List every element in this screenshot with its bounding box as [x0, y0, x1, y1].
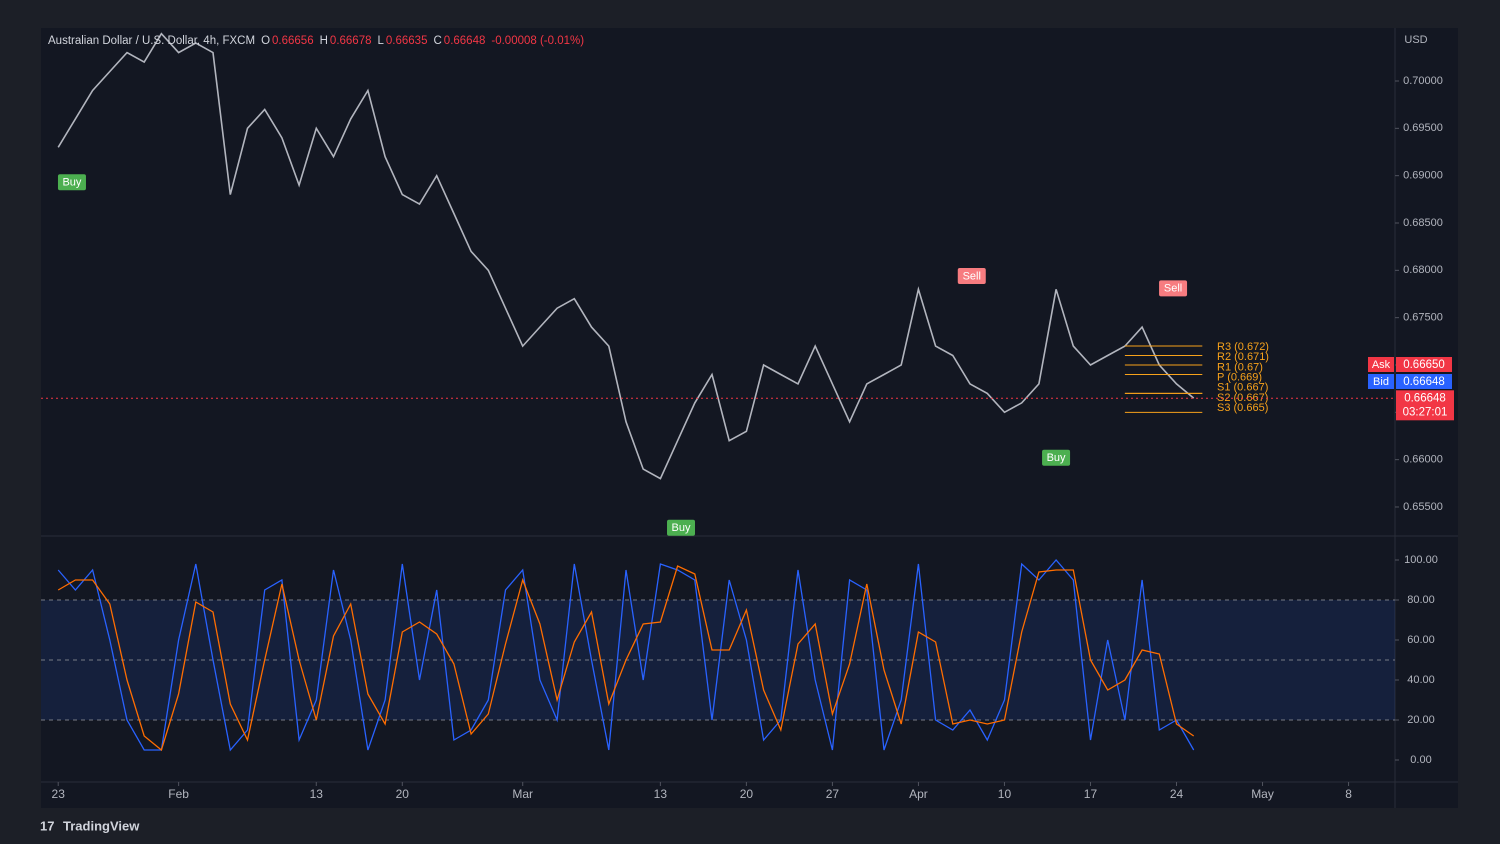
y-tick-label: 100.00: [1404, 554, 1438, 566]
x-tick-label: 23: [52, 787, 66, 801]
y-tick-label: 0.70000: [1403, 75, 1443, 87]
x-tick-label: 20: [396, 787, 410, 801]
quote-price-box: [1396, 374, 1452, 389]
signal-label: Sell: [963, 270, 981, 282]
quote-tag: [1368, 374, 1394, 389]
quote-name: Ask: [1372, 359, 1391, 371]
symbol-title: Australian Dollar / U.S. Dollar, 4h, FXC…: [48, 35, 255, 47]
y-tick-label: 0.66000: [1403, 454, 1443, 466]
y-tick-label: 0.69500: [1403, 122, 1443, 134]
y-tick-label: 0.68500: [1403, 217, 1443, 229]
y-tick-label: 0.69000: [1403, 170, 1443, 182]
ohlc-value: 0.66678: [330, 35, 372, 47]
pivot-label: R2 (0.671): [1217, 351, 1269, 363]
quote-name: Bid: [1373, 376, 1389, 388]
y-tick-label: 80.00: [1407, 594, 1435, 606]
pivot-label: R1 (0.67): [1217, 361, 1263, 373]
y-tick-label: 60.00: [1407, 634, 1435, 646]
brand[interactable]: TradingView: [63, 818, 140, 833]
x-tick-label: 8: [1345, 787, 1352, 801]
x-tick-label: 20: [740, 787, 754, 801]
x-tick-label: May: [1251, 787, 1274, 801]
quote-price: 0.66650: [1403, 359, 1445, 371]
ohlc-value: 0.66635: [386, 35, 428, 47]
y-tick-label: 40.00: [1407, 674, 1435, 686]
y-tick-label: 0.00: [1410, 754, 1431, 766]
x-tick-label: 24: [1170, 787, 1184, 801]
y-tick-label: 0.68000: [1403, 264, 1443, 276]
countdown: 03:27:01: [1403, 406, 1448, 418]
signal-label: Buy: [1047, 452, 1066, 464]
last-price-box: [1396, 390, 1454, 421]
y-tick-label: 0.67500: [1403, 312, 1443, 324]
ohlc-key: C: [433, 35, 441, 47]
ohlc-value: 0.66656: [272, 35, 314, 47]
ohlc-key: L: [378, 35, 385, 47]
quote-price: 0.66648: [1403, 376, 1445, 388]
signal-badge: [667, 519, 696, 536]
brand-logo: 17: [40, 818, 54, 833]
quote-tag: [1368, 357, 1394, 372]
pivot-label: P (0.669): [1217, 372, 1262, 384]
oscillator-line: [57, 565, 1195, 752]
signal-badge: [1042, 449, 1071, 466]
x-tick-label: 13: [654, 787, 668, 801]
x-tick-label: Apr: [909, 787, 928, 801]
x-tick-label: 10: [998, 787, 1012, 801]
pivot-label: R3 (0.672): [1217, 341, 1269, 353]
signal-label: Buy: [672, 522, 691, 534]
signal-badge: [1159, 280, 1188, 297]
signal-badge: [57, 174, 86, 191]
pivot-label: S1 (0.667): [1217, 382, 1268, 394]
ohlc-value: 0.66648: [444, 35, 486, 47]
ohlc-key: H: [320, 35, 328, 47]
x-tick-label: Mar: [512, 787, 533, 801]
last-price: 0.66648: [1404, 392, 1446, 404]
y-tick-label: 20.00: [1407, 714, 1435, 726]
currency-label: USD: [1404, 34, 1427, 46]
signal-badge: [957, 268, 986, 285]
signal-label: Buy: [62, 177, 81, 189]
pivot-label: S3 (0.665): [1217, 402, 1268, 414]
price-line: [57, 32, 1195, 480]
price-change: -0.00008 (-0.01%): [491, 35, 584, 47]
quote-price-box: [1396, 357, 1452, 372]
signal-label: Sell: [1164, 283, 1182, 295]
ohlc-key: O: [261, 35, 270, 47]
oscillator-line: [57, 559, 1195, 752]
y-tick-label: 0.65500: [1403, 501, 1443, 513]
x-tick-label: 17: [1084, 787, 1098, 801]
x-tick-label: 13: [310, 787, 324, 801]
x-tick-label: 27: [826, 787, 840, 801]
x-tick-label: Feb: [168, 787, 189, 801]
